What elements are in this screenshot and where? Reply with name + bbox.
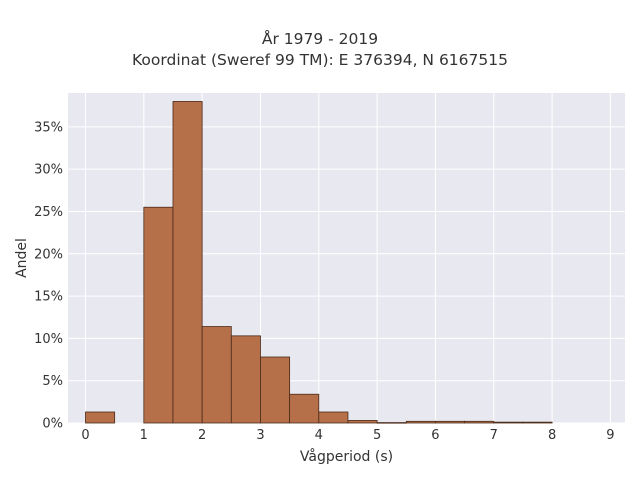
- histogram-bar: [143, 206, 174, 424]
- y-tick-label: 35%: [34, 120, 63, 135]
- y-tick-label: 10%: [34, 332, 63, 347]
- x-tick-label: 2: [198, 428, 206, 443]
- histogram-bar: [172, 101, 203, 424]
- y-axis-title: Andel: [14, 238, 30, 278]
- y-tick-label: 0%: [42, 417, 63, 432]
- y-axis-ticks: 0% 5% 10% 15% 20% 25% 30% 35%: [34, 120, 63, 431]
- x-tick-label: 5: [373, 428, 381, 443]
- x-tick-label: 7: [490, 428, 498, 443]
- histogram-bar: [347, 420, 378, 424]
- histogram-bar: [85, 411, 116, 424]
- x-tick-label: 0: [81, 428, 89, 443]
- y-tick-label: 20%: [34, 247, 63, 262]
- histogram-bar: [464, 420, 495, 424]
- y-tick-label: 30%: [34, 163, 63, 178]
- chart-title: År 1979 - 2019: [261, 30, 379, 48]
- x-axis-ticks: 0 1 2 3 4 5 6 7 8 9: [81, 428, 614, 443]
- x-tick-label: 9: [606, 428, 614, 443]
- histogram-bars: [85, 101, 553, 424]
- histogram-bar: [493, 421, 524, 424]
- y-tick-label: 15%: [34, 290, 63, 305]
- histogram-bar: [376, 422, 407, 424]
- histogram-bar: [522, 421, 553, 424]
- chart-subtitle: Koordinat (Sweref 99 TM): E 376394, N 61…: [132, 51, 508, 69]
- histogram-bar: [230, 335, 261, 424]
- x-tick-label: 6: [431, 428, 439, 443]
- x-axis-title: Vågperiod (s): [300, 448, 393, 465]
- y-tick-label: 5%: [42, 374, 63, 389]
- histogram-bar: [435, 420, 466, 424]
- x-tick-label: 3: [256, 428, 264, 443]
- histogram-bar: [289, 393, 320, 424]
- histogram-bar: [405, 420, 436, 424]
- x-tick-label: 8: [548, 428, 556, 443]
- histogram-bar: [260, 356, 291, 424]
- x-tick-label: 1: [140, 428, 148, 443]
- histogram-bar: [201, 326, 232, 424]
- y-tick-label: 25%: [34, 205, 63, 220]
- histogram-bar: [318, 411, 349, 424]
- x-tick-label: 4: [315, 428, 323, 443]
